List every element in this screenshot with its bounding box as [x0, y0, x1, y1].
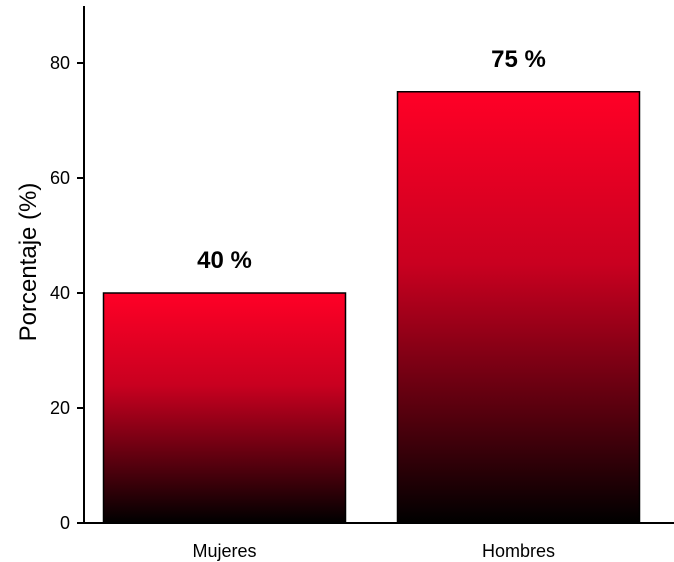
x-category-label: Hombres — [482, 541, 555, 561]
y-axis-title: Porcentaje (%) — [15, 183, 42, 342]
data-label-mujeres: 40 % — [197, 247, 252, 274]
bar-hombres — [396, 91, 641, 524]
x-category-label: Mujeres — [192, 541, 256, 561]
y-tick-label: 20 — [50, 398, 70, 418]
bar-mujeres — [102, 292, 347, 524]
data-label-hombres: 75 % — [491, 46, 546, 73]
y-tick-label: 0 — [60, 513, 70, 533]
y-tick-label: 40 — [50, 283, 70, 303]
y-tick-label: 60 — [50, 168, 70, 188]
y-tick-label: 80 — [50, 53, 70, 73]
